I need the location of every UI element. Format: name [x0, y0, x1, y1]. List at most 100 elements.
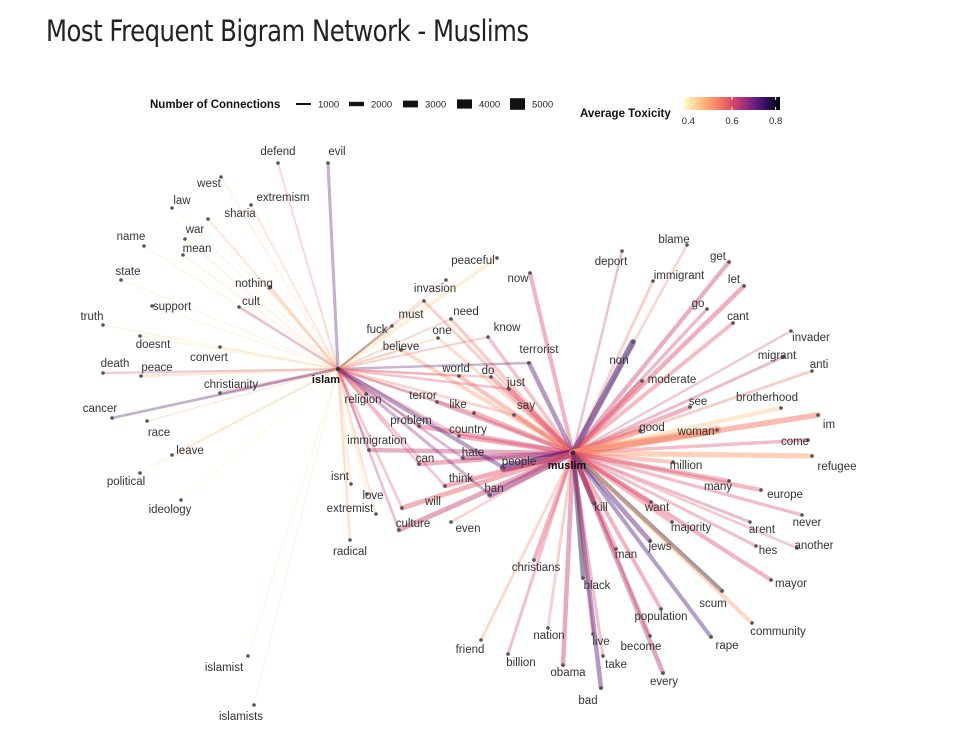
node-point-mean — [181, 253, 185, 257]
legend-connections-label-4000: 4000 — [479, 100, 500, 111]
node-label-woman: woman — [676, 426, 714, 438]
edge-islam-terror — [336, 367, 439, 404]
edge-islam-like — [336, 367, 476, 415]
node-point-one — [436, 336, 440, 340]
edge-muslim-now — [527, 270, 576, 456]
edge-islam-one — [337, 337, 439, 370]
node-point-non — [631, 340, 635, 344]
node-point-do — [489, 375, 493, 379]
node-point-billion — [506, 652, 510, 656]
node-label-extremism: extremism — [256, 192, 309, 204]
edge-islam-ideology — [180, 368, 339, 501]
edge-muslim-million — [571, 451, 675, 464]
edge-muslim-majority — [570, 450, 675, 525]
node-point-see — [688, 405, 692, 409]
node-label-world: world — [441, 363, 469, 375]
node-point-million — [671, 460, 675, 464]
node-point-political — [138, 471, 142, 475]
node-point-extremism — [249, 203, 253, 207]
legend-connections-label-5000: 5000 — [532, 100, 553, 111]
node-label-defend: defend — [260, 146, 295, 158]
edge-muslim-man — [570, 450, 619, 552]
node-label-think: think — [449, 473, 474, 485]
node-label-black: black — [584, 580, 611, 592]
edge-muslim-hes — [571, 451, 758, 548]
node-point-state — [119, 278, 123, 282]
node-point-cult — [237, 305, 241, 309]
node-point-rape — [709, 635, 713, 639]
node-label-love: love — [362, 490, 383, 502]
edge-islam-extremist — [337, 368, 377, 515]
edge-muslim-terrorist — [526, 360, 576, 456]
node-label-community: community — [750, 626, 806, 638]
edge-islam-can — [336, 367, 421, 466]
node-point-jews — [648, 539, 652, 543]
node-label-blame: blame — [658, 234, 689, 246]
node-label-go: go — [692, 298, 705, 310]
legend-toxicity: Average Toxicity 0.4 0.6 0.8 — [580, 97, 782, 127]
node-point-kill — [592, 501, 596, 505]
legend-connections-swatch-4000 — [457, 99, 472, 109]
edge-muslim-moderate — [570, 378, 645, 456]
node-point-believe — [399, 348, 403, 352]
node-point-population — [659, 607, 663, 611]
edge-muslim-do — [488, 374, 576, 456]
node-point-go — [705, 307, 709, 311]
edge-muslim-europe — [570, 450, 764, 493]
edge-islam-state — [120, 279, 339, 370]
node-point-leave — [170, 453, 174, 457]
node-point-doesnt — [138, 334, 142, 338]
legend-connections: Number of Connections 1000 2000 3000 4000 50… — [150, 98, 553, 111]
node-label-population: population — [634, 611, 687, 623]
edge-muslim-kill — [570, 450, 597, 506]
edge-muslim-become — [571, 451, 652, 638]
node-point-support — [150, 304, 154, 308]
node-label-religion: religion — [344, 394, 381, 406]
node-point-immigrant — [651, 279, 655, 283]
node-label-every: every — [650, 676, 678, 688]
node-label-truth: truth — [80, 311, 103, 323]
edge-muslim-every — [570, 450, 666, 676]
node-label-support: support — [153, 301, 192, 313]
node-label-state: state — [116, 266, 141, 278]
node-label-rape: rape — [715, 640, 738, 652]
node-point-problem — [417, 424, 421, 428]
edge-muslim-scum — [570, 450, 725, 594]
edge-muslim-invader — [571, 329, 793, 455]
hub-point-islam — [335, 366, 341, 372]
node-label-moderate: moderate — [648, 374, 697, 386]
node-point-think — [443, 484, 447, 488]
edge-islam-support — [151, 305, 339, 370]
edge-islam-ban — [336, 367, 492, 497]
node-label-mayor: mayor — [775, 578, 807, 590]
node-label-culture: culture — [396, 518, 431, 530]
node-point-hate — [461, 456, 465, 460]
node-point-sharia — [206, 217, 210, 221]
edge-muslim-want — [571, 451, 653, 504]
node-label-say: say — [517, 400, 535, 412]
edge-islam-say — [336, 367, 516, 417]
legend-connections-swatch-3000 — [403, 100, 418, 108]
edge-muslim-take — [571, 451, 605, 658]
edge-islam-people — [335, 366, 507, 471]
node-point-ban — [488, 493, 492, 497]
node-label-many: many — [704, 481, 732, 493]
node-label-race: race — [148, 427, 170, 439]
edge-muslim-christians — [531, 450, 576, 563]
node-point-just — [507, 387, 511, 391]
edge-muslim-immigration — [366, 447, 576, 456]
node-label-cant: cant — [727, 311, 750, 323]
edge-muslim-like — [471, 410, 576, 456]
edge-islam-think — [336, 367, 447, 488]
edge-islam-leave — [171, 368, 339, 456]
edge-muslim-jews — [570, 450, 653, 544]
node-point-defend — [276, 161, 280, 165]
edge-islam-believe — [336, 348, 403, 371]
node-label-even: even — [456, 523, 481, 535]
node-point-war — [183, 237, 187, 241]
edge-muslim-country — [456, 433, 576, 456]
edge-islam-need — [337, 318, 452, 370]
node-point-invasion — [444, 278, 448, 282]
node-point-ideology — [179, 498, 183, 502]
node-point-many — [727, 479, 731, 483]
